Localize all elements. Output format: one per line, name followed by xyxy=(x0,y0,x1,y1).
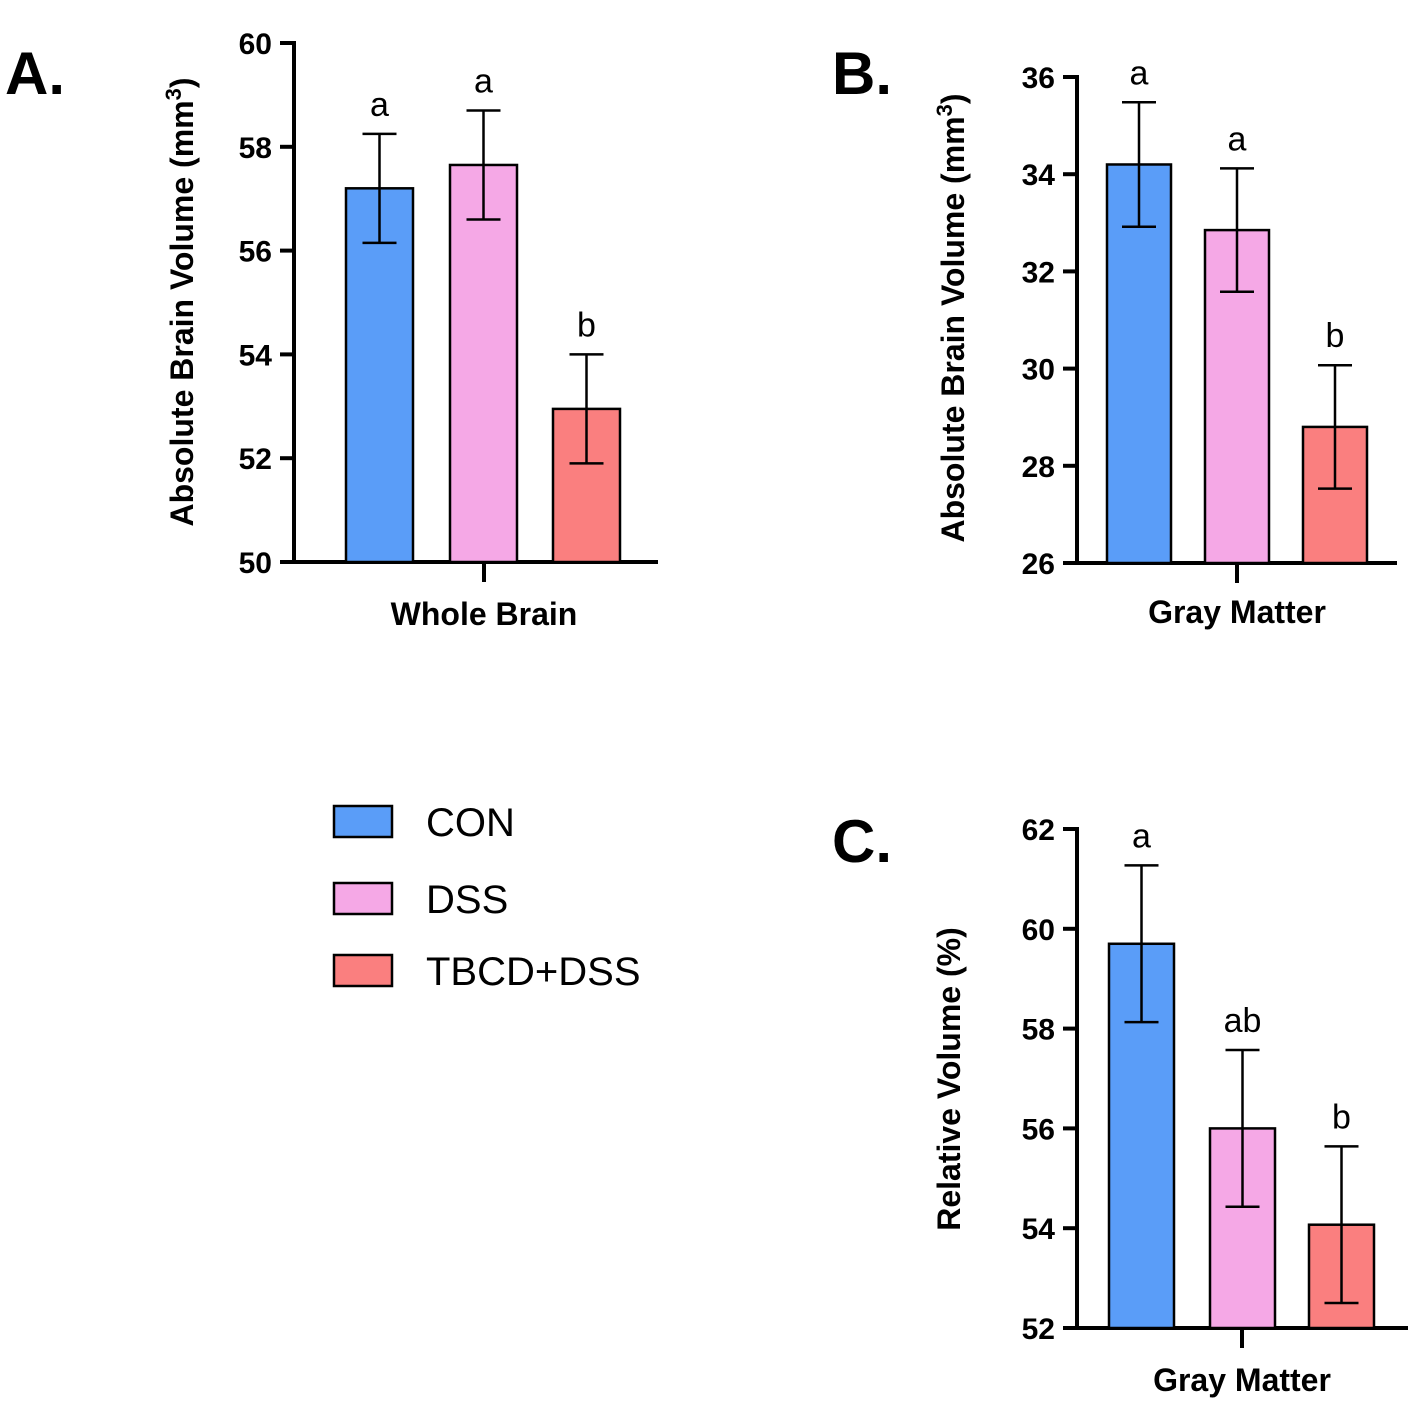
y-tick-label-b-1: 28 xyxy=(1022,451,1055,484)
y-tick-label-c-5: 62 xyxy=(1022,814,1055,847)
legend: CON DSS TBCD+DSS xyxy=(332,801,641,994)
significance-label-b-1: a xyxy=(1228,120,1247,158)
y-tick-label-c-0: 52 xyxy=(1022,1313,1055,1346)
y-tick-label-b-5: 36 xyxy=(1022,62,1055,95)
significance-label-a-1: a xyxy=(474,62,493,100)
panel-letter-b: B. xyxy=(832,40,892,107)
significance-label-a-2: b xyxy=(577,306,596,344)
y-tick-label-c-1: 54 xyxy=(1022,1213,1056,1246)
y-tick-label-b-2: 30 xyxy=(1022,354,1055,387)
legend-label-tbcd-dss: TBCD+DSS xyxy=(426,950,641,994)
y-tick-label-b-4: 34 xyxy=(1022,159,1056,192)
significance-label-a-0: a xyxy=(370,86,389,124)
y-tick-label-a-5: 60 xyxy=(239,28,272,61)
panel-letter-a: A. xyxy=(5,40,65,107)
x-axis-label-b: Gray Matter xyxy=(1148,594,1326,630)
significance-label-c-1: ab xyxy=(1224,1002,1262,1040)
bar-a-0 xyxy=(344,187,415,564)
y-tick-label-a-0: 50 xyxy=(239,547,272,580)
chart-panel-a: A. 50 52 54 56 58 60 Whole Brain Absolute Brain … xyxy=(5,28,658,632)
y-axis-title-b: Absolute Brain Volume (mm3) xyxy=(932,93,971,542)
y-axis-title-c: Relative Volume (%) xyxy=(931,927,967,1230)
legend-swatch-tbcd-dss xyxy=(332,953,394,988)
chart-panel-b: B. 26 28 30 32 34 36 Gray Matter Absolute Brain … xyxy=(832,40,1397,630)
bar-a-1 xyxy=(448,163,519,564)
significance-label-b-2: b xyxy=(1326,317,1345,355)
y-axis-title-a: Absolute Brain Volume (mm3) xyxy=(161,77,200,526)
y-tick-label-c-2: 56 xyxy=(1022,1113,1055,1146)
y-tick-label-a-4: 58 xyxy=(239,132,272,165)
y-tick-label-c-4: 60 xyxy=(1022,914,1055,947)
bar-b-0 xyxy=(1105,163,1173,565)
significance-label-c-2: b xyxy=(1332,1098,1351,1136)
y-tick-label-a-2: 54 xyxy=(239,339,273,372)
y-tick-label-b-0: 26 xyxy=(1022,548,1055,581)
chart-panel-c: C. 52 54 56 58 60 62 Gray Matter Relative Volume… xyxy=(832,808,1408,1398)
panel-letter-c: C. xyxy=(832,808,892,875)
x-axis-label-c: Gray Matter xyxy=(1153,1362,1331,1398)
legend-label-dss: DSS xyxy=(426,878,508,922)
y-tick-label-b-3: 32 xyxy=(1022,256,1055,289)
legend-swatch-dss xyxy=(332,881,394,916)
significance-label-c-0: a xyxy=(1132,817,1151,855)
y-tick-label-a-1: 52 xyxy=(239,443,272,476)
legend-label-con: CON xyxy=(426,801,515,845)
significance-label-b-0: a xyxy=(1130,54,1149,92)
y-tick-label-a-3: 56 xyxy=(239,236,272,269)
x-axis-label-a: Whole Brain xyxy=(391,596,578,632)
y-tick-label-c-3: 58 xyxy=(1022,1014,1055,1047)
legend-swatch-con xyxy=(332,804,394,839)
